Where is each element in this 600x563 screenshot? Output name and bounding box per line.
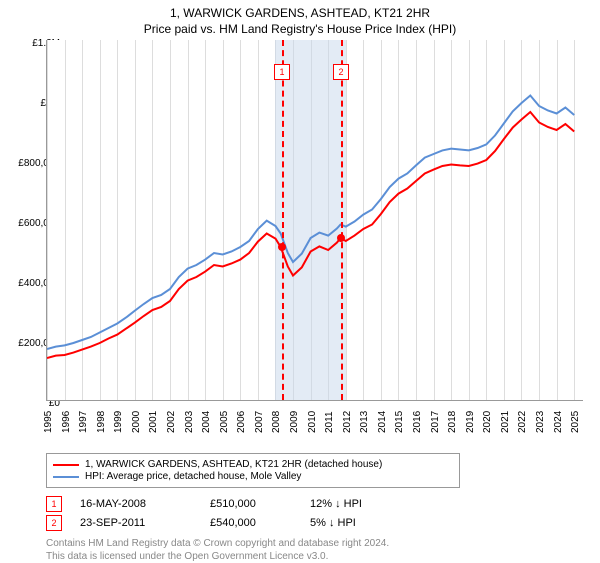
event-marker: 1 [274,64,290,80]
event-marker: 2 [333,64,349,80]
x-axis-label: 2005 [219,411,230,433]
x-axis-label: 2010 [307,411,318,433]
x-axis-label: 2020 [482,411,493,433]
x-axis-label: 1999 [113,411,124,433]
chart-title-line1: 1, WARWICK GARDENS, ASHTEAD, KT21 2HR [0,0,600,20]
x-axis-label: 1997 [78,411,89,433]
x-axis-label: 2019 [465,411,476,433]
x-axis-label: 2015 [394,411,405,433]
x-axis-label: 2011 [324,411,335,433]
event-dot [278,243,286,251]
footer-attribution: Contains HM Land Registry data © Crown c… [46,537,600,563]
x-axis-label: 2003 [184,411,195,433]
sale-diff: 5% ↓ HPI [310,517,410,529]
x-axis-label: 2004 [201,411,212,433]
event-line [282,40,284,400]
chart-lines [47,40,583,400]
footer-line2: This data is licensed under the Open Gov… [46,550,600,563]
chart-plot-area: 12 [46,40,583,401]
footer-line1: Contains HM Land Registry data © Crown c… [46,537,600,550]
x-axis-label: 2000 [131,411,142,433]
x-axis-label: 2025 [570,411,581,433]
x-axis-label: 2017 [430,411,441,433]
chart-legend: 1, WARWICK GARDENS, ASHTEAD, KT21 2HR (d… [46,453,460,488]
chart-x-axis: 1995 1996 1997 1998 1999 2000 2001 2002 2003 2004… [46,401,582,447]
x-axis-label: 2022 [517,411,528,433]
x-axis-label: 2024 [553,411,564,433]
sale-marker: 1 [46,496,62,512]
sale-marker: 2 [46,515,62,531]
sale-diff: 12% ↓ HPI [310,498,410,510]
legend-swatch [53,476,79,478]
x-axis-label: 2018 [447,411,458,433]
sale-row: 2 23-SEP-2011£540,0005% ↓ HPI [46,515,600,531]
x-axis-label: 2006 [236,411,247,433]
x-axis-label: 2009 [289,411,300,433]
event-dot [337,234,345,242]
x-axis-label: 1995 [43,411,54,433]
x-axis-label: 1996 [61,411,72,433]
series-price_paid [47,112,574,358]
x-axis-label: 2002 [166,411,177,433]
x-axis-label: 2014 [377,411,388,433]
legend-item: HPI: Average price, detached house, Mole… [53,471,453,482]
x-axis-label: 1998 [96,411,107,433]
legend-label: 1, WARWICK GARDENS, ASHTEAD, KT21 2HR (d… [85,459,382,470]
legend-label: HPI: Average price, detached house, Mole… [85,471,301,482]
sale-price: £510,000 [210,498,310,510]
x-axis-label: 2001 [148,411,159,433]
x-axis-label: 2016 [412,411,423,433]
sale-row: 1 16-MAY-2008£510,00012% ↓ HPI [46,496,600,512]
legend-swatch [53,464,79,466]
x-axis-label: 2012 [342,411,353,433]
x-axis-label: 2007 [254,411,265,433]
sale-date: 16-MAY-2008 [80,498,210,510]
x-axis-label: 2021 [500,411,511,433]
series-hpi [47,96,574,350]
event-line [341,40,343,400]
legend-item: 1, WARWICK GARDENS, ASHTEAD, KT21 2HR (d… [53,459,453,470]
x-axis-label: 2008 [271,411,282,433]
sales-table: 1 16-MAY-2008£510,00012% ↓ HPI 2 23-SEP-201… [46,496,600,531]
sale-price: £540,000 [210,517,310,529]
x-axis-label: 2013 [359,411,370,433]
chart-title-line2: Price paid vs. HM Land Registry's House … [0,20,600,40]
x-axis-label: 2023 [535,411,546,433]
sale-date: 23-SEP-2011 [80,517,210,529]
